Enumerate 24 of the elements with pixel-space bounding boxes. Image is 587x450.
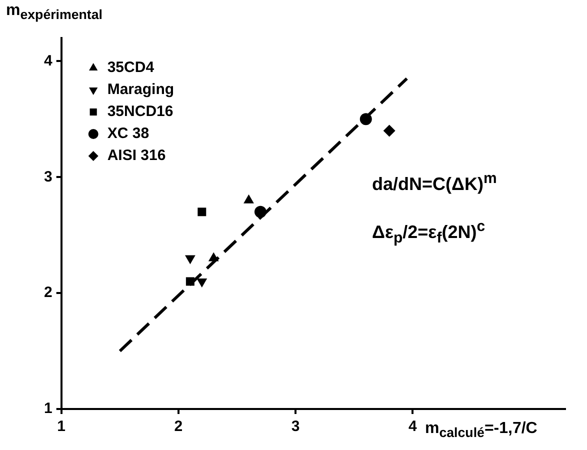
legend-label: 35CD4 xyxy=(107,59,155,76)
point xyxy=(383,124,396,137)
legend-label: Maraging xyxy=(107,81,174,98)
point xyxy=(186,277,194,286)
y-tick-label: 2 xyxy=(44,284,52,302)
x-tick-label: 4 xyxy=(408,418,418,436)
y-tick-label: 1 xyxy=(44,400,52,418)
x-tick-label: 3 xyxy=(291,418,300,436)
legend-label: 35NCD16 xyxy=(107,103,174,120)
legend-label: XC 38 xyxy=(107,125,150,142)
point xyxy=(360,113,372,126)
y-tick-label: 4 xyxy=(44,52,53,70)
point xyxy=(198,208,206,216)
y-tick-label: 3 xyxy=(44,168,52,186)
point xyxy=(184,255,196,264)
y-axis-title: m$_{expérimental}$ xyxy=(6,2,102,22)
legend-label: AISI 316 xyxy=(107,147,166,164)
x-tick-label: 1 xyxy=(57,418,66,436)
x-axis-title: m$_{calculé}$=-1,7/C xyxy=(425,420,538,440)
annotation: da/dN=C(ΔK)$^{m}$ xyxy=(372,170,497,195)
point xyxy=(254,206,266,218)
annotation: Δε$_{p}$/2=ε$_{f}$(2N)$^{c}$ xyxy=(372,218,486,247)
x-tick-label: 2 xyxy=(174,418,183,436)
point xyxy=(196,278,208,288)
